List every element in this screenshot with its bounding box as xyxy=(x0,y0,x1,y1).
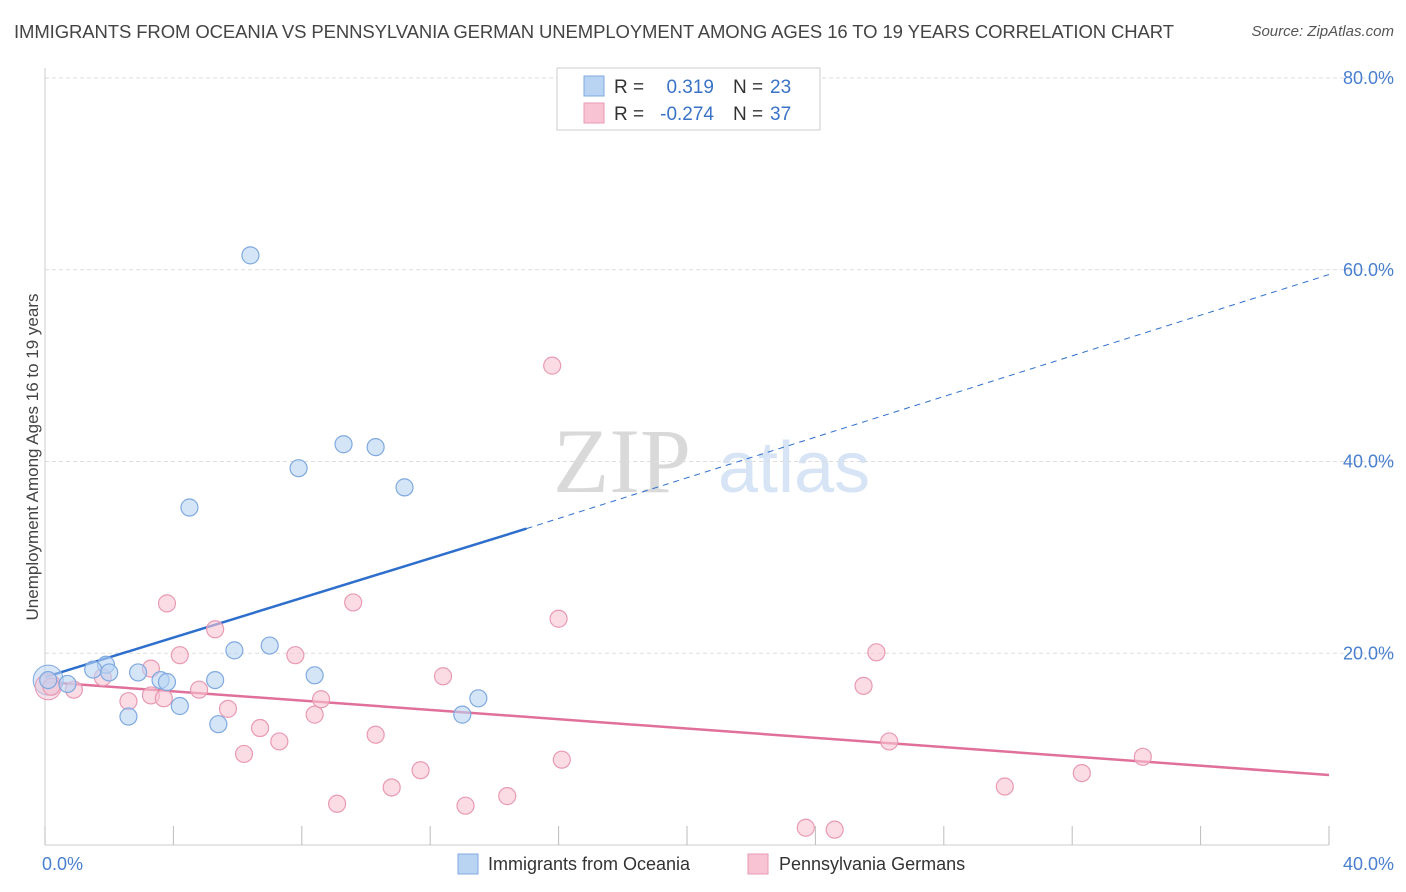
legend-r-label-1: R = xyxy=(614,77,644,98)
bottom-legend-swatch-oceania xyxy=(457,853,479,875)
point-oceania-14 xyxy=(241,246,260,265)
point-oceania-13 xyxy=(225,641,244,660)
point-pagerman-33 xyxy=(880,732,899,751)
point-pagerman-8 xyxy=(170,646,189,665)
trend-lines xyxy=(44,274,1330,777)
point-pagerman-23 xyxy=(433,667,453,686)
correlation-legend: R = 0.319 N = 23 R = -0.274 N = 37 xyxy=(556,67,821,131)
legend-swatch-pagerman xyxy=(583,102,605,124)
trend-line-pagerman xyxy=(44,680,1330,777)
point-pagerman-18 xyxy=(328,794,347,813)
x-tick-label-1: 40.0% xyxy=(1343,854,1394,874)
point-oceania-1 xyxy=(58,674,77,694)
point-pagerman-28 xyxy=(552,750,571,769)
y-tick-label-1: 40.0% xyxy=(1343,452,1394,472)
point-oceania-20 xyxy=(395,478,414,497)
trend-line-oceania-extension xyxy=(526,274,1330,530)
point-pagerman-32 xyxy=(867,643,886,662)
legend-n-value-1: 23 xyxy=(770,77,791,98)
point-pagerman-19 xyxy=(344,593,363,612)
chart-title: IMMIGRANTS FROM OCEANIA VS PENNSYLVANIA … xyxy=(14,21,1174,42)
point-pagerman-15 xyxy=(286,646,305,665)
y-tick-label-2: 60.0% xyxy=(1343,260,1394,280)
point-pagerman-12 xyxy=(234,744,254,764)
bottom-legend-swatch-pagerman xyxy=(747,853,769,875)
point-pagerman-13 xyxy=(250,718,270,738)
point-pagerman-6 xyxy=(154,689,173,708)
point-pagerman-26 xyxy=(543,356,562,375)
point-pagerman-31 xyxy=(854,676,873,695)
point-oceania-18 xyxy=(334,435,353,454)
point-oceania-6 xyxy=(128,663,148,682)
point-pagerman-30 xyxy=(825,820,844,839)
gridlines xyxy=(45,77,1395,654)
legend-n-label-1: N = xyxy=(733,77,763,98)
y-axis-label: Unemployment Among Ages 16 to 19 years xyxy=(23,294,42,621)
bottom-legend-label-pagerman: Pennsylvania Germans xyxy=(779,854,965,874)
point-oceania-9 xyxy=(170,696,189,716)
point-oceania-22 xyxy=(469,689,488,708)
point-pagerman-10 xyxy=(206,620,225,639)
point-pagerman-34 xyxy=(995,777,1014,796)
legend-swatch-oceania xyxy=(583,75,605,97)
point-pagerman-25 xyxy=(498,787,517,806)
legend-r-label-2: R = xyxy=(614,104,644,125)
point-oceania-5 xyxy=(119,707,138,726)
point-pagerman-22 xyxy=(411,761,430,780)
point-oceania-19 xyxy=(366,438,385,457)
point-oceania-11 xyxy=(180,498,199,517)
point-pagerman-24 xyxy=(456,796,475,815)
point-oceania-3 xyxy=(84,660,103,679)
point-pagerman-14 xyxy=(270,732,289,751)
y-tick-label-3: 80.0% xyxy=(1343,68,1394,88)
point-pagerman-3 xyxy=(119,692,138,711)
x-tick-label-0: 0.0% xyxy=(42,854,83,874)
point-pagerman-16 xyxy=(305,705,324,724)
point-pagerman-27 xyxy=(549,609,568,628)
point-oceania-10 xyxy=(206,670,225,690)
watermark-atlas: atlas xyxy=(718,428,870,508)
y-tick-labels: 20.0% 40.0% 60.0% 80.0% xyxy=(1343,68,1394,663)
point-pagerman-36 xyxy=(1133,747,1152,766)
point-oceania-16 xyxy=(289,459,308,478)
legend-n-value-2: 37 xyxy=(770,104,791,125)
point-pagerman-29 xyxy=(796,818,815,837)
point-pagerman-20 xyxy=(366,725,385,744)
point-oceania-0 xyxy=(39,670,58,690)
point-pagerman-35 xyxy=(1072,763,1091,783)
legend-n-label-2: N = xyxy=(733,104,763,125)
series-legend: Immigrants from Oceania Pennsylvania Ger… xyxy=(457,853,965,875)
point-pagerman-7 xyxy=(157,594,177,613)
point-pagerman-17 xyxy=(311,690,331,709)
source-credit: Source: ZipAtlas.com xyxy=(1251,23,1394,40)
point-oceania-17 xyxy=(305,666,324,685)
point-oceania-8 xyxy=(157,672,177,692)
legend-r-value-1: 0.319 xyxy=(666,77,714,98)
point-oceania-21 xyxy=(453,705,472,724)
point-pagerman-9 xyxy=(189,680,209,699)
point-oceania-15 xyxy=(260,636,279,655)
legend-r-value-2: -0.274 xyxy=(660,104,714,125)
point-pagerman-21 xyxy=(382,778,401,797)
x-tick-labels: 0.0% 40.0% xyxy=(42,854,1394,874)
data-points xyxy=(32,246,1152,839)
y-tick-label-0: 20.0% xyxy=(1343,643,1394,663)
point-oceania-4 xyxy=(100,663,119,682)
point-pagerman-11 xyxy=(218,699,238,718)
bottom-legend-label-oceania: Immigrants from Oceania xyxy=(488,854,691,874)
point-oceania-12 xyxy=(209,715,228,734)
trend-line-oceania xyxy=(44,527,527,679)
axes xyxy=(44,68,1330,846)
